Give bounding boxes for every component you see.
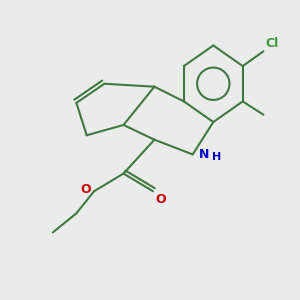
Text: Cl: Cl [266, 37, 279, 50]
Text: O: O [155, 193, 166, 206]
Text: H: H [212, 152, 221, 162]
Text: O: O [80, 183, 91, 196]
Text: N: N [199, 148, 209, 161]
